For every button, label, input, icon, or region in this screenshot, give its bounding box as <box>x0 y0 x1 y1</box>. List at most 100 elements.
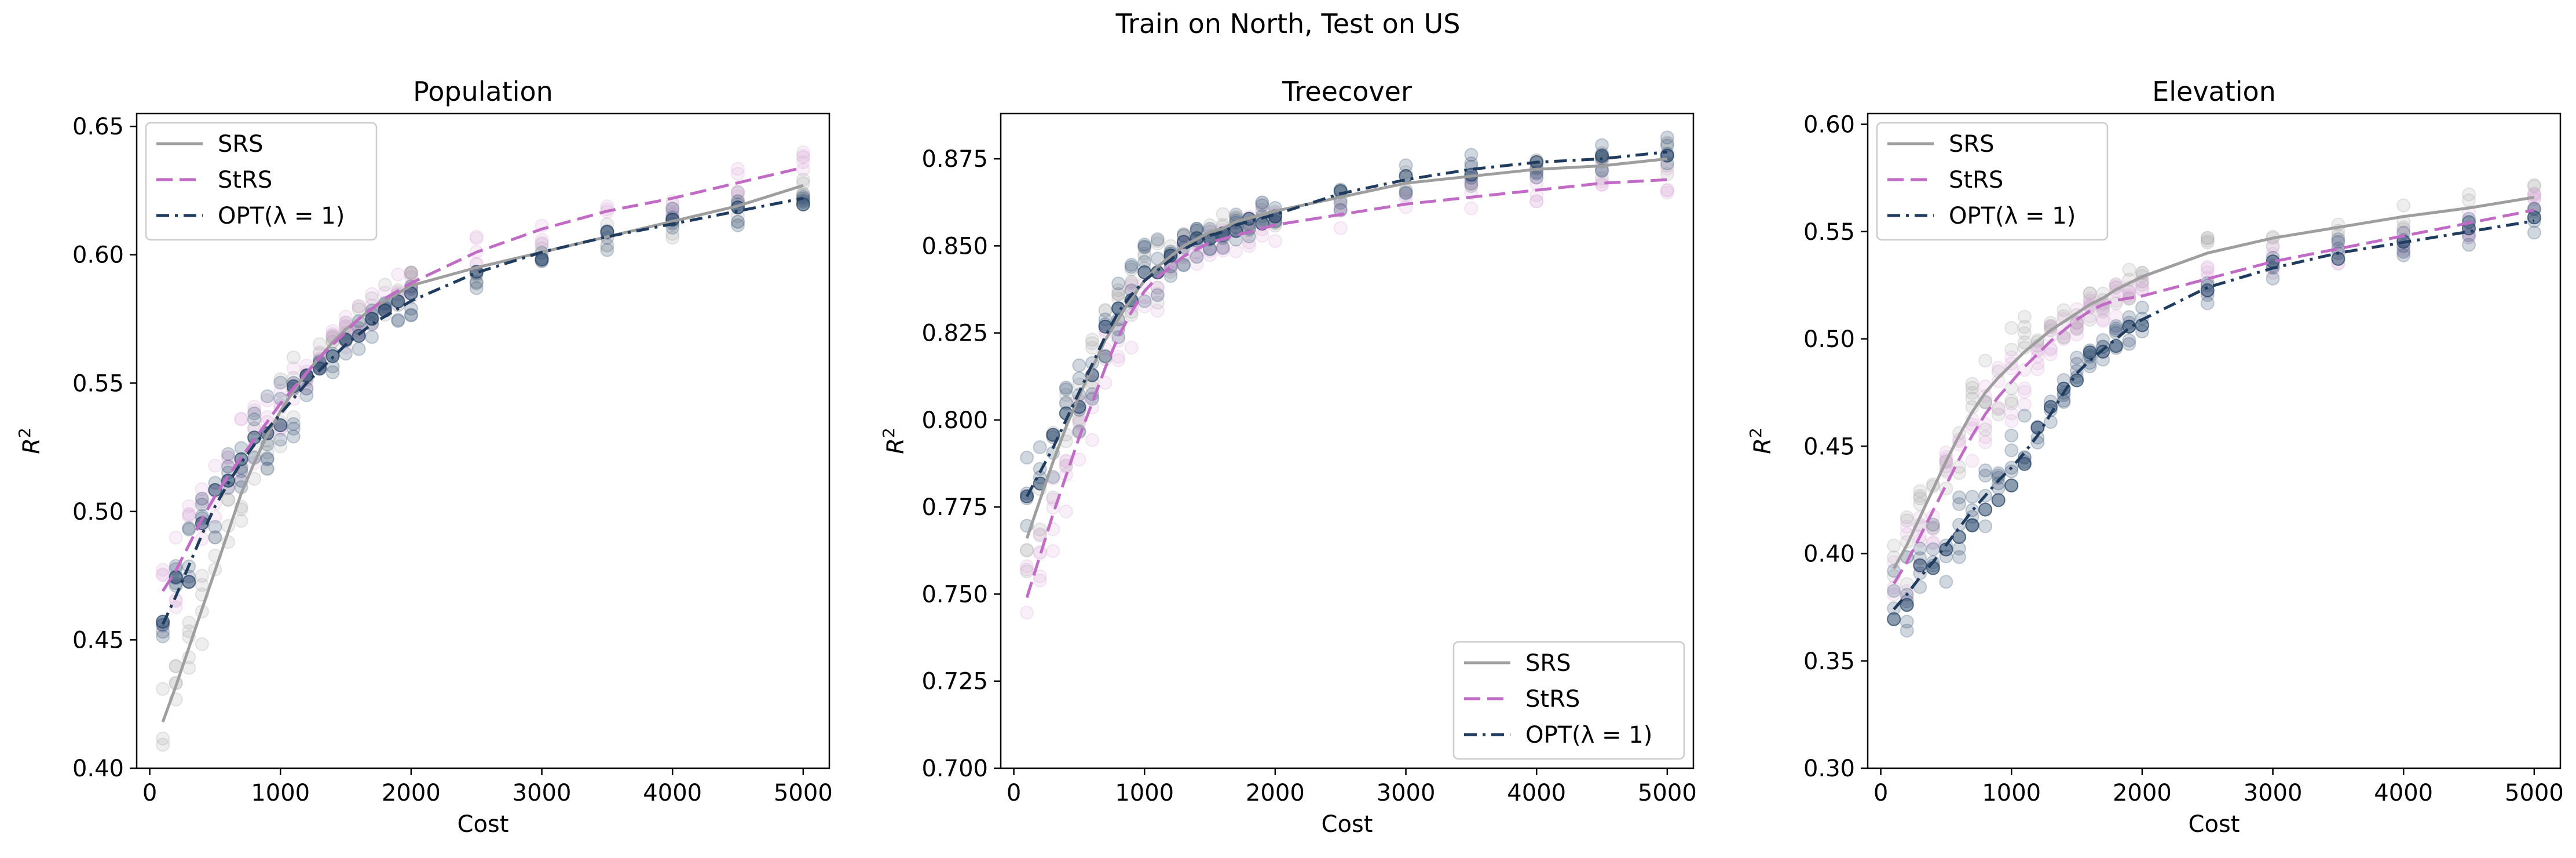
elevation-opt-point <box>2004 478 2019 492</box>
treecover-replicate-point <box>1124 274 1139 289</box>
treecover-replicate-point <box>1124 340 1139 355</box>
treecover-x-tick-label: 3000 <box>1377 780 1436 806</box>
population-replicate-point <box>731 214 745 229</box>
population-replicate-point <box>796 145 810 159</box>
population-replicate-point <box>156 731 170 746</box>
population-replicate-point <box>195 491 209 506</box>
elevation-replicate-point <box>1965 381 1979 395</box>
elevation-replicate-point <box>2030 344 2045 358</box>
population-replicate-point <box>156 563 170 577</box>
treecover-replicate-point <box>1268 234 1282 249</box>
elevation-replicate-point <box>2070 350 2084 365</box>
elevation-replicate-point <box>1926 522 1940 536</box>
population-opt-point <box>182 575 196 589</box>
elevation-y-tick-label: 0.50 <box>1803 326 1855 353</box>
population-replicate-point <box>469 281 484 295</box>
treecover-replicate-point <box>1072 416 1086 430</box>
treecover-replicate-point <box>1124 262 1139 277</box>
treecover-replicate-point <box>1033 573 1047 587</box>
elevation-replicate-point <box>1913 491 1927 506</box>
treecover-y-tick-label: 0.700 <box>921 755 988 782</box>
treecover-y-tick-label: 0.825 <box>921 320 988 347</box>
population-replicate-point <box>273 372 288 386</box>
treecover-replicate-point <box>1229 244 1243 258</box>
treecover-replicate-point <box>1660 167 1674 181</box>
elevation-series-srs-line <box>1892 196 2535 569</box>
population-replicate-point <box>286 417 301 431</box>
elevation-y-tick-label: 0.30 <box>1803 755 1855 782</box>
treecover-replicate-point <box>1085 336 1099 350</box>
population-replicate-point <box>156 629 170 644</box>
population-series-strs-line <box>161 166 804 592</box>
elevation-replicate-point <box>1926 536 1940 550</box>
population-replicate-point <box>731 185 745 200</box>
population-replicate-point <box>312 346 327 361</box>
elevation-legend-label-strs: StRS <box>1949 167 2003 193</box>
elevation-replicate-point <box>2462 193 2476 207</box>
elevation-y-tick-label: 0.35 <box>1803 648 1855 675</box>
treecover-replicate-point <box>1033 569 1047 583</box>
elevation-opt-point <box>2070 373 2084 388</box>
population-replicate-point <box>156 737 170 752</box>
elevation-replicate-point <box>2331 228 2346 243</box>
population-replicate-point <box>404 266 418 280</box>
population-replicate-point <box>234 412 248 426</box>
population-replicate-point <box>208 530 222 545</box>
elevation-legend-label-srs: SRS <box>1949 131 1995 158</box>
elevation-replicate-point <box>2043 342 2058 357</box>
population-replicate-point <box>731 218 745 232</box>
population-y-tick-label: 0.40 <box>72 755 124 782</box>
elevation-replicate-point <box>1887 584 1901 598</box>
elevation-y-tick-label: 0.40 <box>1803 541 1855 568</box>
elevation-replicate-point <box>2017 335 2032 350</box>
treecover-replicate-point <box>1399 185 1413 200</box>
elevation-replicate-point <box>2109 321 2123 335</box>
elevation-replicate-point <box>1926 520 1940 535</box>
elevation-replicate-point <box>2135 300 2149 315</box>
elevation-replicate-point <box>2200 261 2215 276</box>
elevation-opt-point <box>2017 457 2032 471</box>
population-replicate-point <box>286 421 301 436</box>
elevation-replicate-point <box>2331 236 2346 251</box>
elevation-replicate-point <box>2057 303 2071 317</box>
elevation-replicate-point <box>1978 430 1993 444</box>
treecover-replicate-point <box>1124 258 1139 272</box>
elevation-replicate-point <box>2017 385 2032 399</box>
treecover-replicate-point <box>1529 170 1544 185</box>
elevation-replicate-point <box>2396 220 2411 235</box>
elevation-replicate-point <box>2004 396 2019 411</box>
population-replicate-point <box>339 346 353 361</box>
elevation-replicate-point <box>2004 342 2019 357</box>
population-replicate-point <box>247 412 262 426</box>
population-replicate-point <box>796 149 810 163</box>
population-replicate-point <box>600 238 614 253</box>
treecover-replicate-point <box>1137 239 1152 254</box>
elevation-replicate-point <box>1978 353 1993 368</box>
treecover-replicate-point <box>1163 269 1178 283</box>
elevation-replicate-point <box>2200 231 2215 245</box>
treecover-replicate-point <box>1020 563 1034 577</box>
treecover-series-srs-line <box>1025 157 1668 539</box>
population-replicate-point <box>665 227 680 241</box>
population-replicate-point <box>796 155 810 169</box>
treecover-replicate-point <box>1150 236 1165 251</box>
population-replicate-point <box>221 492 235 507</box>
elevation-replicate-point <box>2004 406 2019 421</box>
population-replicate-point <box>260 451 275 465</box>
treecover-replicate-point <box>1111 353 1126 367</box>
elevation-x-tick-label: 5000 <box>2505 780 2564 806</box>
population-replicate-point <box>195 637 209 651</box>
elevation-replicate-point <box>2017 319 2032 334</box>
treecover-replicate-point <box>1059 380 1073 395</box>
population-replicate-point <box>404 265 418 280</box>
population-title: Population <box>413 76 553 107</box>
elevation-replicate-point <box>2030 349 2045 364</box>
elevation-replicate-point <box>1978 435 1993 450</box>
elevation-plot-area <box>1887 178 2541 638</box>
treecover-replicate-point <box>1020 450 1034 465</box>
treecover-x-axis-label: Cost <box>1322 811 1373 838</box>
treecover-replicate-point <box>1660 183 1674 198</box>
population-replicate-point <box>352 342 366 356</box>
treecover-replicate-point <box>1176 257 1191 272</box>
